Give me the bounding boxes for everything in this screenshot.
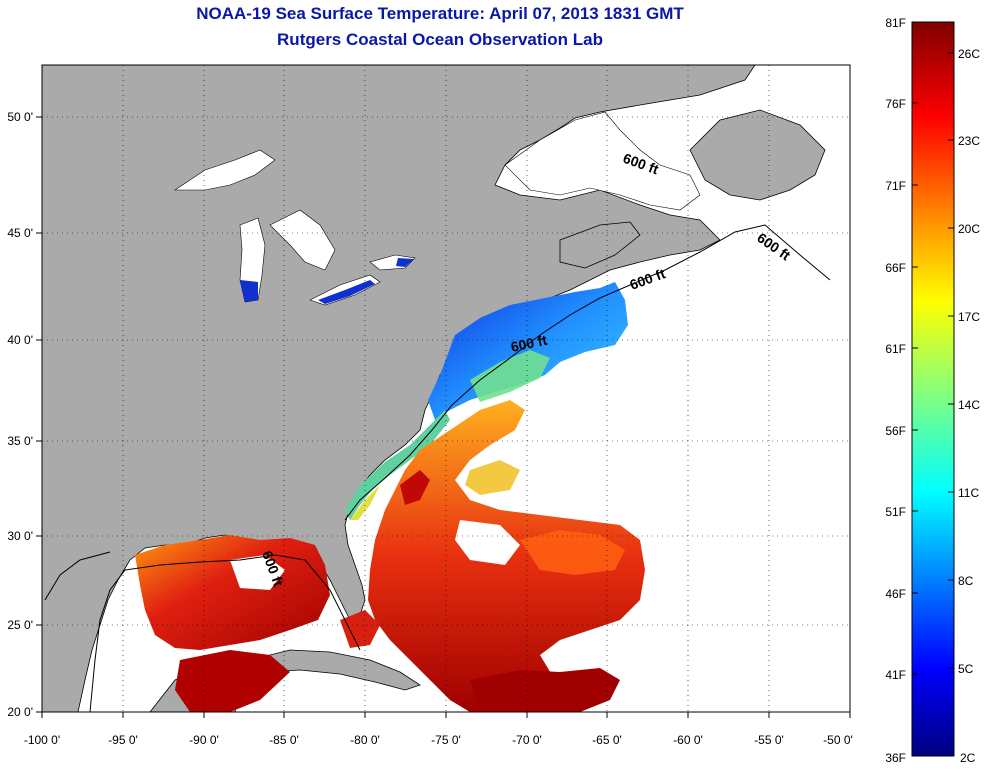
colorbar-c-label: 23C — [958, 134, 980, 148]
gulf-st-lawrence — [504, 111, 701, 211]
colorbar-f-label: 56F — [885, 424, 906, 438]
contour-600ft-gulf-coast — [44, 551, 111, 601]
sst-coastal-yellow — [350, 485, 380, 520]
lon-tick-label: -60 0' — [673, 733, 703, 747]
lake-huron — [269, 209, 336, 271]
colorbar-c-label: 8C — [958, 574, 974, 588]
sst-clouds-gap — [455, 520, 520, 565]
colorbar-f-label: 66F — [885, 261, 906, 275]
map-title: NOAA-19 Sea Surface Temperature: April 0… — [196, 4, 684, 23]
lake-ontario-cold — [396, 258, 414, 267]
lake-michigan-cold — [240, 280, 258, 302]
lon-tick-label: -55 0' — [754, 733, 784, 747]
lon-tick-label: -95 0' — [108, 733, 138, 747]
lat-tick-label: 50 0' — [7, 110, 33, 124]
nova-scotia-land — [559, 221, 641, 269]
cuba-land — [249, 649, 421, 691]
sst-gulf-of-mexico — [135, 535, 330, 650]
colorbar-c-label: 20C — [958, 222, 980, 236]
lon-tick-label: -50 0' — [823, 733, 853, 747]
lat-tick-label: 40 0' — [7, 333, 33, 347]
colorbar-f-label: 36F — [885, 751, 906, 765]
lon-tick-label: -90 0' — [189, 733, 219, 747]
colorbar-f-label: 51F — [885, 505, 906, 519]
newfoundland-land — [689, 109, 826, 201]
colorbar-f-label: 76F — [885, 97, 906, 111]
colorbar-c-label: 17C — [958, 310, 980, 324]
colorbar — [911, 21, 955, 757]
sst-shelf-green — [470, 350, 550, 402]
lat-tick-label: 45 0' — [7, 226, 33, 240]
colorbar-c-label: 26C — [958, 47, 980, 61]
colorbar-c-label: 2C — [960, 751, 976, 765]
sst-coastal-band — [345, 410, 450, 520]
lake-superior — [174, 149, 276, 191]
colorbar-f-label: 71F — [885, 179, 906, 193]
lat-tick-label: 30 0' — [7, 529, 33, 543]
sst-florida-straits — [340, 610, 380, 648]
sst-caribbean-hot — [470, 668, 620, 712]
lon-tick-label: -65 0' — [592, 733, 622, 747]
colorbar-c-label: 5C — [958, 662, 974, 676]
map-subtitle: Rutgers Coastal Ocean Observation Lab — [277, 30, 603, 49]
lon-tick-label: -100 0' — [24, 733, 60, 747]
lon-tick-label: -80 0' — [350, 733, 380, 747]
axis-ticks — [36, 116, 851, 718]
lon-tick-label: -85 0' — [269, 733, 299, 747]
colorbar-f-label: 81F — [885, 16, 906, 30]
lat-tick-label: 25 0' — [7, 618, 33, 632]
colorbar-f-label: 46F — [885, 587, 906, 601]
lake-erie-cold — [318, 280, 375, 304]
contour-600ft-atlantic — [344, 224, 831, 521]
contour-600ft-gulf — [89, 554, 361, 712]
lon-tick-label: -70 0' — [512, 733, 542, 747]
colorbar-f-label: 41F — [885, 668, 906, 682]
colorbar-c-label: 14C — [958, 398, 980, 412]
sst-gulf-cloud — [230, 555, 285, 590]
lat-tick-label: 20 0' — [7, 705, 33, 719]
sst-atlantic-yellow-patch — [465, 460, 520, 495]
lon-tick-label: -75 0' — [431, 733, 461, 747]
colorbar-ticks — [912, 52, 954, 675]
lat-tick-label: 35 0' — [7, 434, 33, 448]
sst-gulf-stream-core — [400, 470, 430, 505]
colorbar-c-label: 11C — [958, 486, 979, 500]
contour-label-4: 600 ft — [509, 332, 548, 355]
colorbar-f-label: 61F — [885, 342, 906, 356]
sst-east-patch — [520, 530, 625, 575]
